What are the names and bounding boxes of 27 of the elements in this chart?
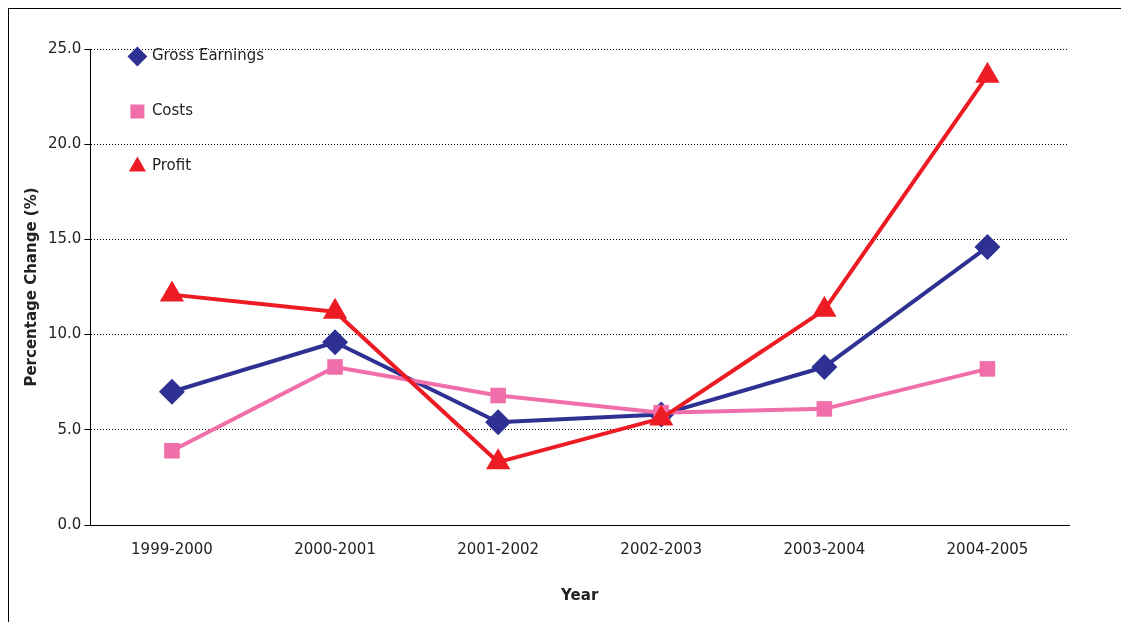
point — [322, 329, 349, 356]
y-tick-label: 20.0 — [47, 134, 82, 153]
y-axis-title: Percentage Change (%) — [21, 187, 40, 387]
legend-label: Profit — [151, 156, 192, 175]
x-axis-title: Year — [560, 585, 599, 604]
y-tick-label: 15.0 — [47, 229, 82, 248]
point — [158, 378, 185, 405]
point — [979, 361, 996, 377]
x-tick-label: 2000-2001 — [294, 539, 376, 558]
y-tick-label: 5.0 — [57, 419, 82, 438]
point — [811, 353, 838, 380]
y-tick-label: 0.0 — [57, 514, 82, 533]
x-tick-label: 2004-2005 — [946, 539, 1029, 558]
legend-label: Gross Earnings — [151, 46, 265, 65]
point — [816, 401, 833, 417]
x-tick-label: 2003-2004 — [783, 539, 866, 558]
x-tick-label: 2002-2003 — [620, 539, 703, 558]
point — [485, 409, 512, 436]
legend-label: Costs — [151, 101, 194, 120]
point — [490, 387, 506, 404]
x-tick-label: 2001-2002 — [457, 539, 540, 558]
y-tick-label: 25.0 — [47, 38, 82, 57]
y-tick-label: 10.0 — [47, 324, 82, 343]
point — [164, 442, 180, 459]
point — [975, 61, 1000, 83]
x-tick-label: 1999-2000 — [131, 539, 213, 558]
point — [327, 359, 343, 375]
